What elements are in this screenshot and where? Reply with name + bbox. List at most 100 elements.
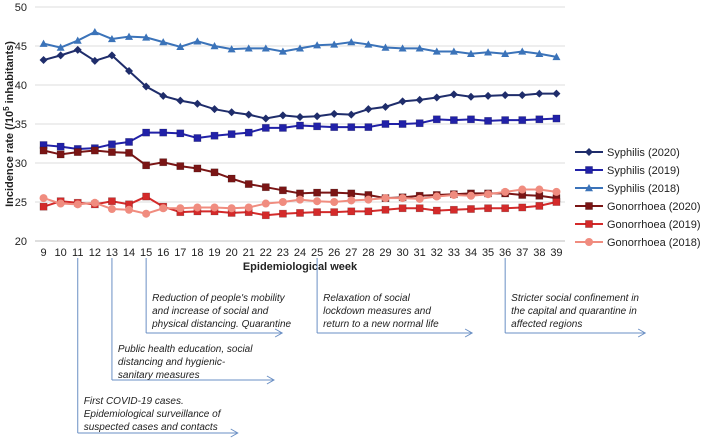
data-point bbox=[449, 116, 458, 124]
data-point bbox=[108, 140, 116, 149]
data-point bbox=[227, 45, 236, 53]
x-tick-label: 33 bbox=[448, 247, 460, 259]
data-point bbox=[467, 115, 475, 124]
x-tick-label: 31 bbox=[414, 247, 426, 259]
data-point bbox=[279, 209, 287, 218]
x-tick-label: 32 bbox=[431, 247, 443, 259]
data-point bbox=[313, 41, 322, 49]
data-point bbox=[108, 197, 116, 206]
x-tick-label: 19 bbox=[208, 247, 220, 259]
legend-item: Syphilis (2018) bbox=[575, 183, 680, 195]
data-point bbox=[415, 119, 424, 128]
x-tick-label: 34 bbox=[465, 247, 477, 259]
data-point bbox=[73, 36, 82, 44]
data-point bbox=[125, 66, 134, 75]
series bbox=[39, 146, 561, 202]
data-point bbox=[535, 202, 544, 210]
data-point bbox=[142, 33, 151, 41]
series-line bbox=[43, 48, 557, 120]
data-point bbox=[296, 121, 304, 130]
data-point bbox=[432, 47, 441, 55]
x-tick-label: 29 bbox=[379, 247, 391, 259]
data-point bbox=[159, 91, 168, 100]
data-point bbox=[449, 47, 458, 55]
legend-item: Gonorrhoea (2019) bbox=[575, 219, 701, 231]
data-point bbox=[518, 47, 527, 55]
data-point bbox=[330, 40, 339, 48]
data-point bbox=[193, 37, 202, 45]
data-point bbox=[552, 198, 561, 206]
x-tick-label: 30 bbox=[396, 247, 408, 259]
data-point bbox=[364, 207, 373, 216]
data-point bbox=[484, 91, 493, 100]
data-point bbox=[313, 122, 321, 131]
arrow-head bbox=[230, 428, 239, 438]
data-point bbox=[484, 190, 493, 199]
data-point bbox=[518, 185, 527, 194]
annotation-arrows bbox=[77, 258, 647, 438]
series bbox=[39, 27, 561, 61]
data-point bbox=[244, 203, 253, 212]
y-tick-label: 25 bbox=[15, 197, 27, 209]
data-point bbox=[381, 194, 390, 203]
data-point bbox=[501, 204, 510, 213]
data-point bbox=[415, 194, 424, 203]
data-point bbox=[585, 238, 593, 246]
data-point bbox=[330, 188, 339, 197]
data-point bbox=[466, 92, 475, 101]
data-point bbox=[39, 202, 48, 211]
data-point bbox=[347, 196, 356, 205]
data-point bbox=[449, 190, 458, 199]
data-point bbox=[39, 146, 48, 155]
data-point bbox=[585, 148, 593, 156]
data-point bbox=[449, 90, 458, 99]
data-point bbox=[347, 110, 356, 119]
data-point bbox=[585, 202, 593, 210]
x-tick-label: 20 bbox=[225, 247, 237, 259]
data-point bbox=[535, 49, 544, 57]
data-point bbox=[381, 205, 390, 214]
data-point bbox=[90, 56, 99, 65]
y-tick-label: 45 bbox=[15, 41, 27, 53]
data-point bbox=[585, 220, 593, 228]
data-point bbox=[244, 110, 253, 119]
data-point bbox=[159, 204, 168, 213]
data-point bbox=[296, 195, 304, 204]
data-point bbox=[364, 123, 373, 132]
x-tick-label: 17 bbox=[174, 247, 186, 259]
x-tick-label: 25 bbox=[311, 247, 323, 259]
data-point bbox=[176, 96, 185, 105]
data-point bbox=[125, 148, 133, 157]
data-point bbox=[39, 194, 48, 203]
data-point bbox=[535, 185, 544, 194]
x-tick-label: 37 bbox=[516, 247, 528, 259]
data-point bbox=[142, 209, 151, 218]
data-point bbox=[261, 211, 270, 220]
data-point bbox=[142, 161, 151, 170]
annotation-arrow bbox=[145, 258, 284, 338]
data-point bbox=[39, 39, 48, 47]
data-point bbox=[125, 138, 133, 146]
data-point bbox=[56, 150, 65, 159]
data-point bbox=[261, 44, 270, 52]
x-tick-label: 27 bbox=[345, 247, 357, 259]
data-point bbox=[261, 124, 270, 132]
data-point bbox=[193, 99, 202, 108]
data-point bbox=[347, 38, 356, 46]
data-point bbox=[415, 95, 424, 104]
data-point bbox=[330, 109, 339, 118]
data-point bbox=[398, 204, 407, 213]
data-point bbox=[484, 116, 492, 125]
data-point bbox=[108, 148, 116, 156]
data-point bbox=[518, 203, 527, 212]
data-point bbox=[552, 89, 561, 98]
data-point bbox=[56, 43, 65, 51]
data-point bbox=[210, 203, 219, 212]
annotation-text: Reduction of people's mobility and incre… bbox=[152, 293, 292, 330]
y-tick-label: 35 bbox=[15, 119, 27, 131]
data-point bbox=[73, 45, 82, 54]
data-point bbox=[501, 49, 510, 57]
data-point bbox=[279, 186, 287, 195]
x-tick-label: 36 bbox=[499, 247, 511, 259]
data-point bbox=[159, 158, 168, 167]
